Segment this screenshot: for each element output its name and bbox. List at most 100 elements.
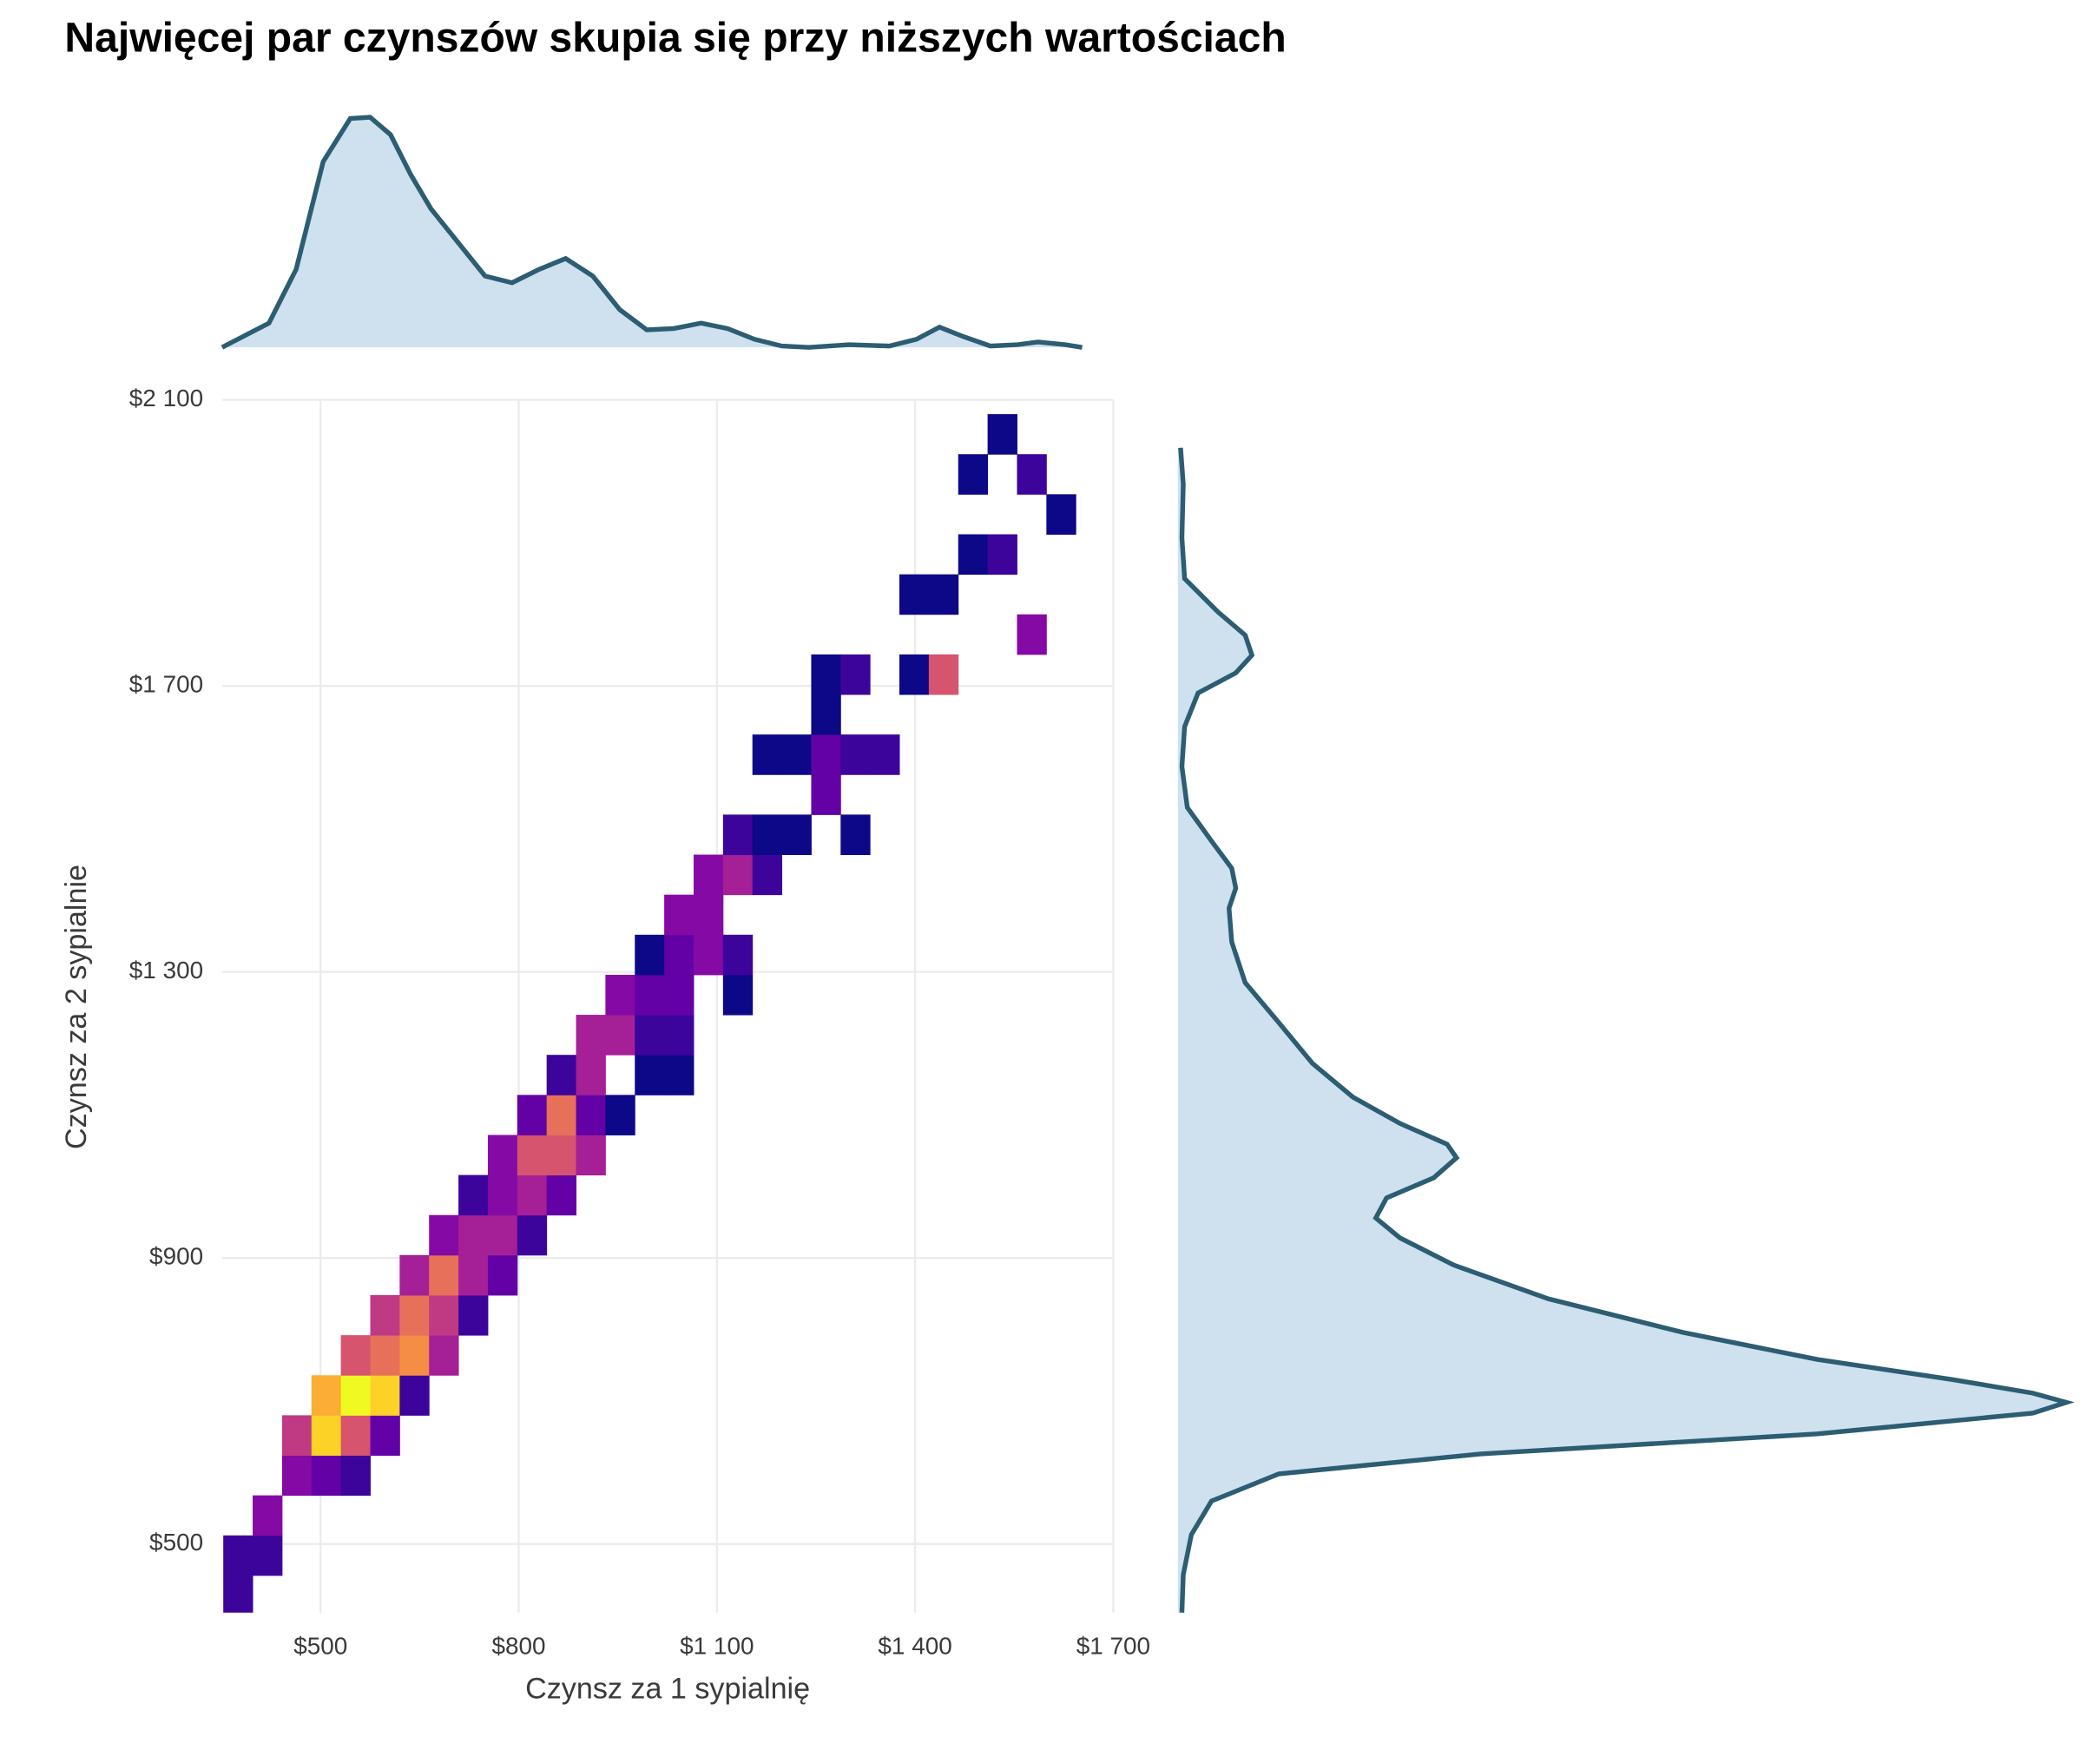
x-axis-label: Czynsz za 1 sypialnię (525, 1673, 810, 1706)
bin-tile (370, 1415, 400, 1456)
y-density-line (1178, 447, 2075, 1613)
bin-tile (429, 1214, 459, 1256)
bin-tile (987, 414, 1017, 455)
y-tick-label: $900 (149, 1243, 203, 1270)
bin-tile (576, 1135, 606, 1176)
bin-tile (752, 814, 783, 856)
bin-tile (517, 1135, 548, 1176)
bin-tile (811, 694, 841, 735)
y-tick-label: $2 100 (129, 385, 203, 411)
bin-tile (253, 1535, 283, 1576)
bin-tile (340, 1455, 371, 1497)
bin-tile (840, 654, 871, 695)
y-tick-label: $500 (149, 1529, 203, 1556)
bin-tile (958, 454, 989, 495)
bin-tile (635, 974, 665, 1016)
bin-tile (546, 1135, 577, 1176)
bin-tile (429, 1294, 459, 1336)
bin-tile (781, 734, 812, 775)
bin-tile (487, 1254, 518, 1296)
bin-tile (576, 1015, 606, 1056)
bin-tile (281, 1415, 313, 1456)
bin-tile (370, 1335, 400, 1376)
bin-tile (987, 534, 1017, 576)
bin-tile (370, 1294, 400, 1336)
x-tick-label: $500 (293, 1632, 347, 1659)
bin-tile (223, 1575, 253, 1613)
bin-tile (811, 654, 841, 695)
bin-tile (840, 734, 871, 775)
bin-tile (487, 1174, 518, 1216)
bin-tile (635, 934, 665, 976)
bin-tile (605, 1015, 635, 1056)
bin-tile (722, 974, 754, 1016)
bin-tile (664, 1015, 695, 1056)
bin-tile (928, 574, 959, 615)
bin-tile (840, 814, 871, 856)
bin-tile (340, 1335, 371, 1376)
bin-tile (546, 1174, 577, 1216)
bin-tile (399, 1254, 430, 1296)
bin-tile (664, 1055, 695, 1095)
bin-tile (811, 774, 841, 815)
bin-tile (693, 934, 724, 976)
bin-tile (928, 654, 959, 695)
bin-tile (1017, 614, 1047, 655)
tiles (223, 414, 1076, 1613)
bin-tile (693, 894, 724, 936)
bin-tile (458, 1254, 489, 1296)
y-axis-label: Czynsz za 2 sypialnie (60, 865, 93, 1149)
y-tick-label: $1 300 (129, 957, 203, 984)
bin-tile (664, 894, 695, 936)
x-tick-label: $1 100 (680, 1632, 754, 1659)
bin-tile (811, 734, 841, 775)
bin-tile (870, 734, 900, 775)
bin-tile (311, 1375, 342, 1416)
bin-tile (722, 854, 754, 896)
bin-tile (605, 1095, 635, 1135)
bin-tile (281, 1455, 313, 1497)
bin-tile (311, 1455, 342, 1497)
bin-tile (546, 1055, 577, 1095)
bin-tile (399, 1294, 430, 1336)
bin-tile (958, 534, 989, 576)
bin-tile (340, 1375, 371, 1416)
bin-tile (517, 1095, 548, 1135)
bin-tile (458, 1214, 489, 1256)
bin-tile (576, 1055, 606, 1095)
x-tick-label: $1 700 (1076, 1632, 1150, 1659)
y-tick-label: $1 700 (129, 671, 203, 698)
x-tick-label: $1 400 (878, 1632, 951, 1659)
bin-tile (605, 974, 635, 1016)
bin-tile (487, 1214, 518, 1256)
bin-tile (370, 1375, 400, 1416)
bin-tile (781, 814, 812, 856)
bin-tile (1046, 494, 1076, 535)
bin-tile (752, 854, 783, 896)
x-tick-label: $800 (491, 1632, 545, 1659)
bin-tile (576, 1095, 606, 1135)
bin-tile (311, 1415, 342, 1456)
y-density-area (1177, 447, 2067, 1613)
bin-tile (429, 1254, 459, 1296)
bin-tile (253, 1495, 283, 1536)
bin-tile (399, 1375, 430, 1416)
bin-tile (635, 1015, 665, 1056)
bin-tile (899, 574, 930, 615)
bin-tile (635, 1055, 665, 1095)
bin-tile (340, 1415, 371, 1456)
bin-tile (399, 1335, 430, 1376)
bin-tile (546, 1095, 577, 1135)
chart-title: Najwięcej par czynszów skupia się przy n… (64, 14, 1286, 61)
bin-tile (458, 1294, 489, 1336)
bin-tile (899, 654, 930, 695)
bin-tile (517, 1214, 548, 1256)
bin-tile (517, 1174, 548, 1216)
bin-tile (722, 934, 754, 976)
bin-tile (487, 1135, 518, 1176)
bin-tile (664, 934, 695, 976)
bin-tile (458, 1174, 489, 1216)
x-density-area (221, 116, 1083, 348)
